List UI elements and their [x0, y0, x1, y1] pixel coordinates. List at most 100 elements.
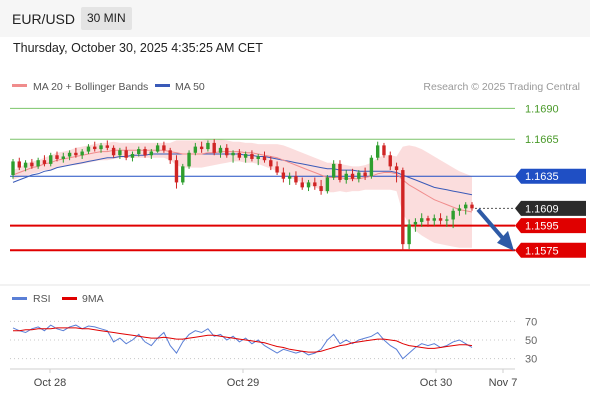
- candle: [438, 213, 443, 225]
- candle: [17, 157, 21, 171]
- candle-body: [338, 163, 342, 180]
- rsi-series-rsi: [12, 324, 473, 360]
- candle-body: [93, 146, 97, 150]
- price-level-label-4: 1.1595: [525, 221, 559, 233]
- candle-body: [187, 152, 191, 167]
- rsi-series-9ma: [13, 327, 473, 353]
- candle: [287, 172, 292, 185]
- candle: [313, 177, 317, 190]
- rsi-legend-label: RSI: [33, 293, 51, 305]
- candle: [206, 140, 210, 152]
- candle-body: [80, 151, 84, 156]
- candle-body: [237, 152, 242, 158]
- candle-body: [206, 142, 210, 150]
- forecast-arrow-head: [497, 230, 514, 251]
- candle-body: [457, 208, 462, 211]
- candle-body: [162, 145, 166, 151]
- candle: [388, 151, 392, 171]
- candle: [86, 144, 91, 155]
- rsi-ma-legend-swatch: [62, 297, 77, 300]
- candle-body: [388, 155, 392, 167]
- price-level-label-2: 1.1635: [525, 171, 559, 183]
- candle: [143, 146, 147, 158]
- candle-body: [426, 218, 430, 221]
- candle: [11, 158, 15, 179]
- x-tick-label-3: Nov 7: [489, 377, 518, 389]
- candle: [124, 146, 128, 161]
- candle: [67, 150, 72, 161]
- candle-body: [212, 142, 216, 153]
- candle: [137, 146, 141, 157]
- candle: [325, 175, 330, 194]
- candle: [187, 150, 191, 169]
- candle-body: [168, 150, 172, 161]
- candle: [55, 151, 59, 162]
- candle: [419, 213, 424, 227]
- candle-body: [99, 145, 103, 150]
- x-tick-label-0: Oct 28: [34, 377, 66, 389]
- candle-body: [262, 156, 267, 161]
- ma50-legend-label: MA 50: [175, 81, 205, 93]
- candle-body: [407, 224, 411, 245]
- credit-label: Research © 2025 Trading Central: [423, 81, 580, 93]
- candle-body: [313, 182, 317, 187]
- candle-body: [17, 161, 21, 168]
- candle-body: [331, 163, 336, 178]
- candle: [118, 147, 122, 159]
- candle-body: [350, 173, 355, 179]
- candle-body: [36, 160, 40, 167]
- candle-body: [269, 160, 273, 167]
- candle: [363, 167, 367, 180]
- candle-body: [287, 176, 292, 179]
- candle-body: [382, 145, 386, 156]
- candle: [457, 204, 462, 216]
- candle: [350, 168, 355, 182]
- candle: [23, 160, 28, 172]
- x-tick-label-2: Oct 30: [420, 377, 452, 389]
- candle: [174, 155, 179, 189]
- rsi-tick-30: 30: [525, 354, 537, 366]
- candle-body: [155, 145, 160, 152]
- candle: [168, 147, 172, 164]
- ma20-line: [12, 149, 473, 213]
- candle: [375, 141, 380, 161]
- price-level-tag-5: [515, 242, 586, 258]
- candle-body: [432, 218, 436, 221]
- candle-body: [394, 166, 399, 171]
- candle: [231, 150, 235, 163]
- candle-body: [23, 162, 28, 168]
- candle-body: [137, 149, 141, 155]
- x-tick-label-1: Oct 29: [227, 377, 259, 389]
- candle-body: [118, 150, 122, 156]
- candle: [394, 162, 399, 183]
- interval-button[interactable]: 30 MIN: [81, 7, 132, 30]
- candle-body: [55, 155, 59, 159]
- candle: [331, 160, 336, 180]
- candle: [269, 156, 273, 171]
- candle: [49, 152, 53, 167]
- candle-body: [124, 150, 128, 158]
- candle-body: [174, 160, 179, 183]
- candle: [294, 171, 298, 185]
- candle: [225, 144, 229, 158]
- candle-body: [30, 162, 34, 167]
- candle: [30, 158, 34, 169]
- candle-body: [130, 154, 135, 158]
- candle-body: [438, 218, 443, 221]
- candle-body: [319, 186, 323, 192]
- candle: [470, 202, 474, 211]
- candle-body: [67, 152, 72, 157]
- candle-body: [49, 155, 53, 164]
- candle-body: [445, 219, 449, 221]
- price-level-label-3: 1.1609: [525, 203, 559, 215]
- candle-body: [218, 147, 223, 153]
- candle-body: [256, 156, 260, 159]
- candle-body: [369, 157, 374, 177]
- price-level-label-0: 1.1690: [525, 103, 559, 115]
- candle: [357, 170, 361, 183]
- candle: [275, 161, 279, 176]
- rsi-ma-legend-label: 9MA: [82, 293, 104, 305]
- price-level-tag-2: [515, 168, 586, 184]
- candle-body: [325, 177, 330, 192]
- candle: [105, 140, 110, 151]
